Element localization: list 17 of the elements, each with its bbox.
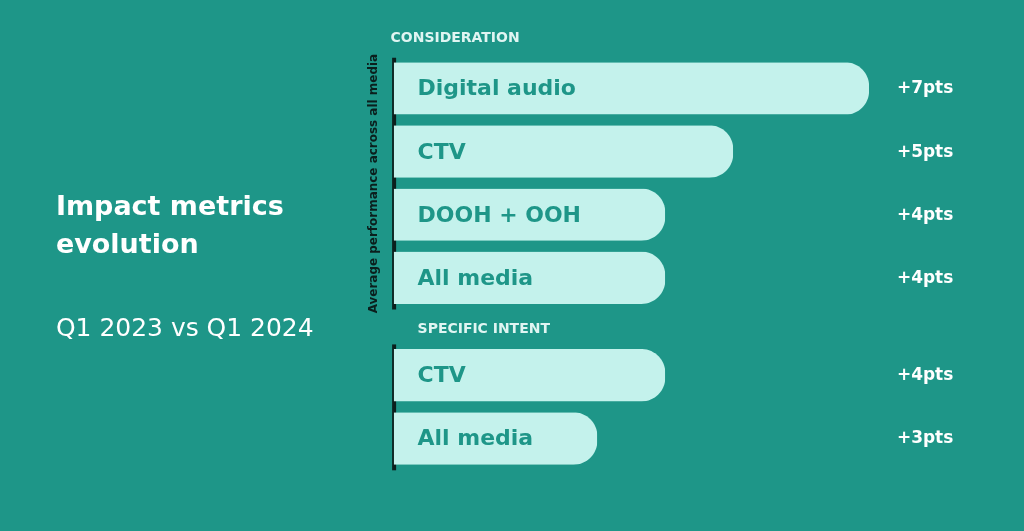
category-label: CTV [417, 362, 466, 388]
category-label: CTV [417, 138, 466, 164]
category-label: DOOH + OOH [417, 201, 582, 227]
data-label: +4pts [896, 364, 954, 385]
y-axis-title: Average performance across all media [366, 53, 381, 314]
text: Impact metrics evolution [55, 190, 284, 260]
chart-title: SPECIFIC INTENT [417, 319, 551, 336]
text: Q1 2023 vs Q1 2024 [55, 312, 314, 342]
category-label: Digital audio [417, 75, 576, 101]
data-label: +3pts [896, 427, 954, 448]
category-label: All media [417, 425, 534, 451]
data-label: +4pts [896, 203, 954, 224]
data-label: +5pts [896, 140, 954, 161]
data-label: +4pts [896, 266, 954, 287]
data-label: +7pts [896, 77, 954, 98]
chart-title: CONSIDERATION [390, 29, 520, 46]
category-label: All media [417, 264, 534, 290]
